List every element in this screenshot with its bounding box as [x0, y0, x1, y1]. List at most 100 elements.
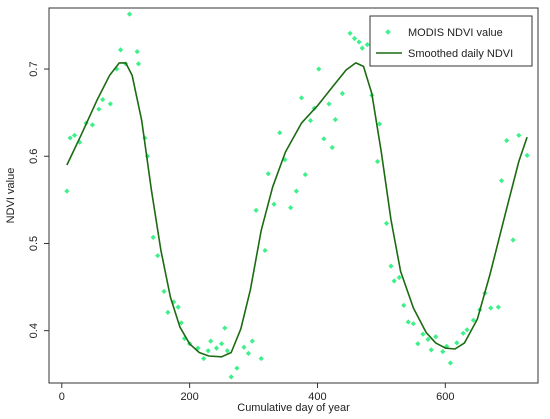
data-point	[415, 341, 421, 347]
data-point	[460, 330, 466, 336]
legend-swatch-points	[385, 29, 391, 35]
x-tick-label: 600	[436, 391, 454, 403]
data-point	[271, 201, 277, 207]
data-point	[234, 365, 240, 371]
scatter-series	[64, 11, 530, 380]
data-point	[201, 355, 207, 362]
data-point	[307, 117, 314, 124]
data-point	[100, 96, 106, 103]
data-point	[117, 47, 124, 53]
data-point	[249, 338, 255, 344]
data-point	[89, 122, 96, 128]
data-point	[326, 101, 332, 107]
data-point	[288, 205, 294, 211]
x-tick-label: 400	[308, 391, 326, 403]
data-point	[107, 101, 113, 107]
data-point	[447, 360, 454, 366]
data-point	[222, 325, 228, 331]
data-point	[498, 178, 505, 184]
data-point	[298, 95, 305, 101]
data-point	[71, 132, 78, 138]
data-point	[126, 11, 133, 17]
data-point	[495, 304, 501, 310]
data-point	[332, 117, 338, 123]
data-point	[401, 302, 407, 308]
y-tick-label: 0.7	[28, 61, 40, 76]
legend-box	[369, 15, 533, 67]
data-point	[205, 348, 211, 354]
plot-frame	[48, 7, 539, 384]
data-point	[155, 253, 161, 259]
data-point	[433, 334, 439, 340]
x-axis-title: Cumulative day of year	[237, 402, 350, 414]
data-point	[224, 348, 230, 354]
data-point	[135, 61, 142, 67]
smoothed-line	[66, 62, 528, 358]
data-point	[396, 274, 402, 281]
legend: MODIS NDVI value Smoothed daily NDVI	[369, 15, 533, 67]
data-point	[359, 45, 365, 51]
data-point	[364, 42, 370, 48]
axes: 0 200 400 600 0.4 0.5 0.6 0.7	[28, 61, 454, 403]
data-point	[253, 207, 259, 213]
data-point	[420, 331, 426, 337]
data-point	[383, 220, 390, 227]
data-point	[316, 66, 322, 72]
data-point	[241, 344, 247, 350]
data-point	[351, 35, 358, 42]
data-point	[524, 152, 530, 158]
data-point	[321, 136, 327, 142]
data-point	[405, 319, 411, 325]
data-point	[440, 349, 446, 355]
x-tick-label: 0	[59, 391, 65, 403]
data-point	[161, 288, 167, 295]
data-point	[208, 338, 214, 344]
data-point	[410, 321, 416, 327]
data-point	[347, 30, 353, 36]
data-point	[218, 341, 225, 347]
data-point	[504, 137, 510, 144]
data-point	[302, 171, 308, 178]
data-point	[510, 237, 516, 243]
legend-label: MODIS NDVI value	[408, 27, 503, 39]
y-tick-label: 0.6	[28, 149, 40, 164]
plot-border	[48, 7, 539, 384]
legend-label: Smoothed daily NDVI	[408, 48, 513, 60]
data-point	[374, 158, 381, 165]
data-point	[293, 188, 299, 194]
data-point	[488, 305, 494, 311]
data-point	[428, 347, 434, 353]
data-point	[464, 327, 470, 333]
data-point	[67, 135, 73, 141]
data-point	[391, 278, 397, 284]
line-series	[66, 62, 528, 358]
data-point	[470, 317, 477, 323]
data-point	[454, 340, 460, 346]
data-point	[388, 263, 394, 269]
data-point	[339, 90, 345, 97]
data-point	[96, 106, 102, 112]
x-tick-label: 200	[180, 391, 198, 403]
data-point	[329, 144, 335, 151]
data-point	[134, 49, 140, 55]
data-point	[376, 121, 383, 127]
y-tick-label: 0.5	[28, 236, 40, 251]
y-tick-label: 0.4	[28, 323, 40, 338]
data-point	[175, 304, 181, 310]
data-point	[262, 247, 268, 254]
data-point	[165, 309, 171, 315]
data-point	[178, 320, 184, 326]
data-point	[245, 350, 252, 356]
data-point	[265, 171, 271, 177]
data-point	[277, 130, 283, 136]
data-point	[516, 132, 522, 138]
data-point	[64, 188, 70, 194]
data-point	[150, 234, 156, 240]
data-point	[356, 39, 362, 45]
data-point	[171, 299, 177, 305]
data-point	[258, 355, 264, 362]
data-point	[213, 345, 220, 351]
data-point	[425, 336, 431, 342]
